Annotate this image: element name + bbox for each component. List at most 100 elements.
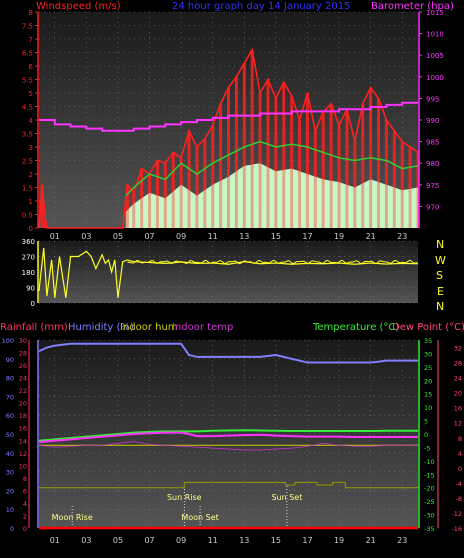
baro-y-axis: 970 975 980 985 990 995 1000 1005 1010 1015 [418,9,444,228]
indoor-temp-line [38,441,418,451]
rain-y-tick-label-14: 28 [19,350,27,358]
temp-x-tick-label-8: 17 [302,536,312,545]
event-label-3: Sun Set [271,493,302,502]
wind-x-tick-label-8: 17 [302,232,312,241]
rain-y-tick-label-6: 12 [19,450,27,458]
humidity-y-tick-label-3: 30 [6,469,14,477]
sun-line [39,481,418,489]
temp-y-tick-label-5: -10 [424,458,435,466]
temp-x-tick-label-3: 07 [144,536,154,545]
wind-y-tick-label-14: 7 [29,36,33,44]
baro-y-tick-label-8: 1010 [426,31,444,39]
dew-y-axis: -16 -12 -8 -4 0 4 8 12 16 20 24 28 32 [437,340,462,533]
humidity-y-tick-label-8: 80 [6,375,14,383]
dew-legend: Dew Point (°C) [392,322,464,333]
wind-y-tick-label-10: 5 [29,90,33,98]
dew-y-tick-label-8: 0 [458,465,462,473]
compass-label-e: E [437,285,444,298]
dir-y-tick-label-2: 180 [22,269,35,277]
rain-y-tick-label-4: 8 [23,475,27,483]
wind-x-tick-label-2: 05 [113,232,123,241]
wind-y-tick-label-9: 4.5 [22,104,33,112]
direction-series [38,247,419,298]
temp-y-tick-label-7: 0 [424,431,428,439]
dew-y-tick-label-6: -4 [456,480,462,488]
wind-y-tick-label-2: 1 [29,198,33,206]
indoor-hum-legend: Indoor hum [120,322,178,333]
rain-y-tick-label-2: 4 [23,500,27,508]
temp-x-tick-label-11: 23 [397,536,407,545]
dew-y-tick-label-16: 16 [454,405,462,413]
wind-y-axis: 0 0.5 1 1.5 2 2.5 3 3.5 4 4.5 5 5.5 6 6.5 7 7.5 8 [22,9,39,233]
dir-y-tick-label-3: 270 [22,254,35,262]
temp-y-tick-label-9: 10 [424,404,432,412]
baro-y-tick-label-0: 970 [426,203,439,211]
wind-y-tick-label-13: 6.5 [22,50,33,58]
compass-label-s: S [436,269,443,282]
wind-y-tick-label-6: 3 [29,144,33,152]
temp-x-tick-label-7: 15 [271,536,281,545]
humidity-y-tick-label-7: 70 [6,393,14,401]
event-label-2: Moon Set [181,513,218,522]
humidity-y-tick-label-10: 100 [2,337,14,345]
wind-x-tick-label-1: 03 [81,232,91,241]
rain-y-tick-label-13: 26 [19,362,27,370]
rain-y-tick-label-10: 20 [19,400,27,408]
temp-y-tick-label-4: -15 [424,471,435,479]
baro-axis-title: Barometer (hpa) [371,1,454,12]
baro-y-tick-label-2: 980 [426,160,439,168]
direction-panel: 0 90 180 270 360 N W S E N [22,238,446,313]
temp-x-tick-label-4: 09 [176,536,186,545]
wind-x-tick-label-5: 11 [208,232,218,241]
wind-y-tick-label-0: 0 [29,225,33,233]
temp-x-tick-label-6: 13 [239,536,249,545]
dew-y-tick-label-2: -12 [451,510,462,518]
wind-x-axis: 01 03 05 07 09 11 13 15 17 19 21 23 [50,232,408,241]
wind-x-tick-label-9: 19 [334,232,344,241]
temp-y-tick-label-11: 20 [424,377,432,385]
wind-x-tick-label-6: 13 [239,232,249,241]
temp-y-tick-label-6: -5 [424,444,430,452]
rain-y-tick-label-3: 6 [23,487,27,495]
wind-y-tick-label-5: 2.5 [22,158,33,166]
rain-y-tick-label-11: 22 [19,387,27,395]
temperature-x-axis: 01 03 05 07 09 11 13 15 17 19 21 23 [50,536,408,545]
temp-x-tick-label-1: 03 [81,536,91,545]
dew-y-tick-label-20: 24 [454,375,462,383]
wind-y-tick-label-12: 6 [29,63,34,71]
wind-average-line [125,140,419,197]
temp-y-tick-label-13: 30 [424,350,432,358]
baro-y-tick-label-4: 990 [426,117,439,125]
temp-x-tick-label-5: 11 [208,536,218,545]
dew-y-tick-label-10: 4 [458,450,462,458]
wind-x-tick-label-11: 23 [397,232,407,241]
wind-x-tick-label-4: 09 [176,232,186,241]
temp-y-axis: -35 -30 -25 -20 -15 -10 -5 0 5 10 15 20 25 30 35 [418,337,435,533]
temp-x-tick-label-10: 21 [366,536,376,545]
temp-y-tick-label-0: -35 [424,525,435,533]
temp-x-tick-label-2: 05 [113,536,123,545]
wind-axis-title: Windspeed (m/s) [36,1,121,12]
baro-y-tick-label-6: 1000 [426,74,444,82]
baro-y-tick-label-5: 995 [426,95,439,103]
baro-y-tick-label-9: 1015 [426,9,444,17]
dir-y-tick-label-4: 360 [22,238,35,246]
baro-y-tick-label-7: 1005 [426,52,444,60]
dew-y-tick-label-22: 28 [454,360,462,368]
wind-y-tick-label-8: 4 [29,117,34,125]
humidity-y-tick-label-1: 10 [6,506,14,514]
rain-y-tick-label-7: 14 [19,437,27,445]
indoor-temp-legend: Indoor temp [172,322,233,333]
rain-y-tick-label-9: 18 [19,412,27,420]
rain-y-tick-label-8: 16 [19,425,27,433]
rain-y-tick-label-5: 10 [19,462,27,470]
wind-y-tick-label-7: 3.5 [22,131,33,139]
compass-labels: N W S E N [435,238,446,313]
astronomy-events: Moon Rise Sun Rise Moon Set Sun Set [52,486,302,528]
temp-y-tick-label-14: 35 [424,337,432,345]
humidity-line [38,342,418,364]
temp-x-tick-label-0: 01 [50,536,60,545]
direction-y-axis: 0 90 180 270 360 [22,238,39,308]
